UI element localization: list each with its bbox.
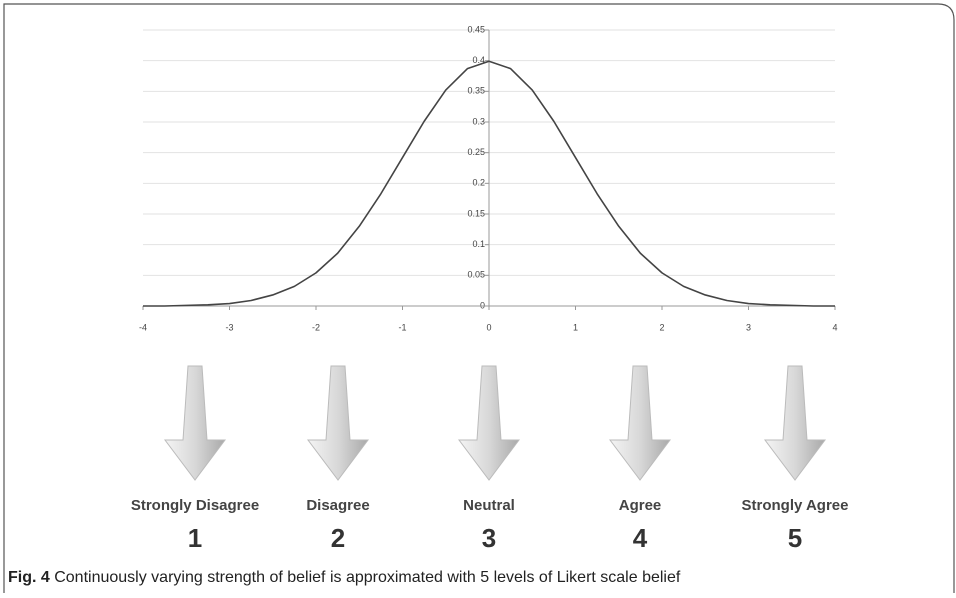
likert-level: 1 [188, 523, 202, 553]
x-tick-label: -1 [398, 322, 406, 332]
y-tick-label: 0.1 [472, 239, 485, 249]
x-tick-label: -4 [139, 322, 147, 332]
arrow [609, 365, 671, 481]
likert-scale: Strongly Disagree 1 Disagree 2 Neutral 3 Agree… [131, 365, 849, 553]
likert-label: Neutral [463, 497, 515, 514]
x-tick-label: 0 [486, 322, 491, 332]
arrow [458, 365, 520, 481]
y-tick-label: 0.15 [467, 208, 485, 218]
likert-level: 2 [331, 523, 345, 553]
likert-label: Strongly Agree [742, 497, 849, 514]
y-tick-label: 0.25 [467, 147, 485, 157]
y-tick-label: 0.45 [467, 24, 485, 34]
likert-level: 3 [482, 523, 496, 553]
arrow [307, 365, 369, 481]
arrow [764, 365, 826, 481]
y-tick-label: 0.2 [472, 178, 485, 188]
x-tick-label: 3 [746, 322, 751, 332]
likert-level: 4 [633, 523, 648, 553]
y-tick-label: 0.35 [467, 86, 485, 96]
caption: Fig. 4 Continuously varying strength of … [8, 569, 681, 586]
likert-level: 5 [788, 523, 802, 553]
frame [3, 3, 955, 593]
chart: 0 0.05 0.1 0.15 0.2 0.25 0.3 0.35 0.4 0.45 -4 -3 -2 -… [139, 24, 838, 332]
y-tick-label: 0.05 [467, 270, 485, 280]
likert-label: Agree [619, 497, 662, 514]
y-tick-label: 0 [480, 300, 485, 310]
caption-label: Fig. 4 [8, 569, 50, 586]
likert-label: Disagree [306, 497, 369, 514]
curve [143, 60, 835, 307]
likert-label: Strongly Disagree [131, 497, 259, 514]
x-tick-label: 2 [659, 322, 664, 332]
arrow [164, 365, 226, 481]
x-tick-label: -2 [312, 322, 320, 332]
y-tick-label: 0.4 [472, 55, 485, 65]
y-tick-label: 0.3 [472, 116, 485, 126]
x-tick-label: 4 [832, 322, 837, 332]
caption-text: Continuously varying strength of belief … [50, 569, 681, 586]
x-tick-label: -3 [225, 322, 233, 332]
x-tick-label: 1 [573, 322, 578, 332]
